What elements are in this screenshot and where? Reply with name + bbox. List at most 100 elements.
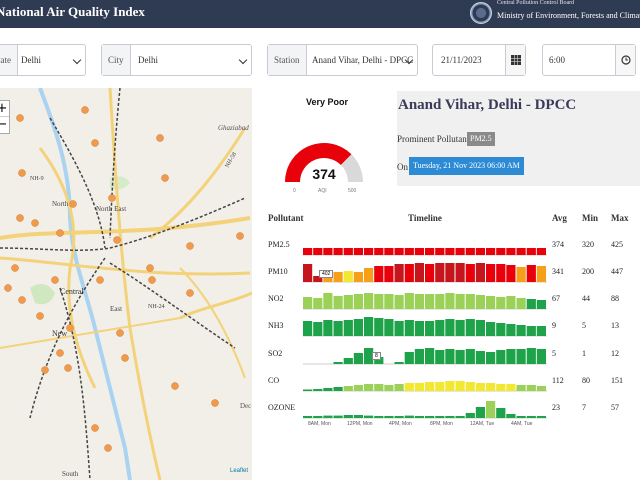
timeline-bar <box>526 248 536 255</box>
station-marker <box>18 296 26 304</box>
timeline-bar <box>323 320 333 336</box>
timeline-bar <box>343 271 353 282</box>
state-select[interactable]: State Delhi <box>0 44 86 76</box>
timeline-bar <box>343 320 353 336</box>
timeline-bar <box>353 353 363 364</box>
nh3-avg: 9 <box>552 321 556 330</box>
map-label-nh9: NH-9 <box>30 176 44 182</box>
pollutant-nh3: NH3 <box>268 321 284 330</box>
station-marker <box>66 324 74 332</box>
timeline-bar <box>445 349 455 364</box>
gauge-min: 0 <box>293 188 296 194</box>
timeline-bar <box>414 248 424 255</box>
map-label-central: Central <box>60 287 84 296</box>
time-picker[interactable]: 6:00 <box>542 44 636 76</box>
timeline-bar <box>353 248 363 255</box>
timeline-bar <box>465 294 475 309</box>
timeline-bar <box>374 318 384 336</box>
pm10-max: 447 <box>611 267 623 276</box>
city-label: City <box>102 45 131 75</box>
timeline-bar <box>394 321 404 336</box>
timeline-bar <box>313 416 323 418</box>
timeline-bar <box>374 416 384 418</box>
timeline-bar <box>465 264 475 282</box>
city-select[interactable]: City Delhi <box>101 44 252 76</box>
timeline-bar <box>516 298 526 309</box>
timeline-bar <box>404 293 414 309</box>
nh3-max: 13 <box>611 321 619 330</box>
timeline-bar <box>486 296 496 309</box>
timeline-bar <box>353 319 363 336</box>
timeline-bar <box>394 384 404 391</box>
station-marker <box>104 444 112 452</box>
timeline-bar <box>475 248 485 255</box>
timeline-bar <box>526 299 536 309</box>
zoom-out-button[interactable]: − <box>0 117 8 132</box>
prominent-pollutant-label: Prominent Pollutant is <box>397 134 478 144</box>
station-marker <box>161 174 169 182</box>
timeline-bar <box>465 349 475 364</box>
map-attribution[interactable]: Leaflet <box>230 468 249 474</box>
pollutant-timeline[interactable] <box>303 235 547 420</box>
timeline-bar <box>536 266 546 282</box>
timeline-bar <box>526 265 536 282</box>
station-marker <box>121 354 129 362</box>
time-label: 4AM, Tue <box>511 421 533 427</box>
ozone-avg: 23 <box>552 403 560 412</box>
timeline-bar <box>496 384 506 391</box>
calendar-icon[interactable] <box>505 45 525 75</box>
timeline-bar <box>364 384 374 391</box>
timeline-bar <box>475 320 485 336</box>
timeline-bar <box>343 386 353 391</box>
timeline-bar <box>465 248 475 255</box>
city-value: Delhi <box>138 55 158 65</box>
timeline-bar <box>496 264 506 282</box>
timeline-bar <box>353 272 363 282</box>
station-marker <box>91 139 99 147</box>
time-value: 6:00 <box>549 55 566 65</box>
station-label: Station <box>268 45 307 75</box>
timeline-bar <box>404 248 414 255</box>
clock-icon[interactable] <box>615 45 635 75</box>
timeline-bar <box>384 294 394 309</box>
timeline-bar <box>394 264 404 282</box>
time-label: 12AM, Tue <box>470 421 495 427</box>
station-marker <box>113 236 121 244</box>
timeline-bar <box>333 387 343 391</box>
station-marker <box>69 200 77 208</box>
timeline-bar <box>465 319 475 336</box>
timeline-bar <box>425 248 435 255</box>
station-marker <box>211 399 219 407</box>
timeline-bar <box>394 416 404 418</box>
station-map[interactable]: Ghaziabad NH-9 NH-58 North North East NH… <box>0 88 252 480</box>
aqi-gauge <box>285 142 363 182</box>
gauge-fill <box>285 142 352 182</box>
station-marker <box>11 264 19 272</box>
zoom-in-button[interactable]: + <box>0 101 9 117</box>
timeline-bar <box>404 352 414 364</box>
timeline-bar <box>374 384 384 391</box>
timeline-bar <box>333 272 343 282</box>
timeline-bar <box>526 326 536 336</box>
station-marker <box>156 134 164 142</box>
timeline-bar <box>313 389 323 391</box>
timeline-bar <box>506 296 516 309</box>
timeline-bar <box>414 294 424 309</box>
timeline-bar <box>364 348 374 364</box>
header-min: Min <box>582 213 599 223</box>
timeline-bar <box>486 322 496 336</box>
station-select[interactable]: Station Anand Vihar, Delhi - DPCC <box>267 44 418 76</box>
map-label-dec: Dec <box>240 402 251 410</box>
station-marker <box>81 106 89 114</box>
pm25-max: 425 <box>611 240 623 249</box>
date-picker[interactable]: 21/11/2023 <box>432 44 526 76</box>
timeline-bar <box>526 416 536 418</box>
gauge-max: 500 <box>348 188 357 194</box>
co-min: 80 <box>582 376 590 385</box>
org-name: Central Pollution Control Board <box>497 0 575 6</box>
timeline-bar <box>414 383 424 391</box>
timeline-bar <box>303 416 313 418</box>
timeline-bar <box>323 293 333 309</box>
station-marker <box>36 312 44 320</box>
